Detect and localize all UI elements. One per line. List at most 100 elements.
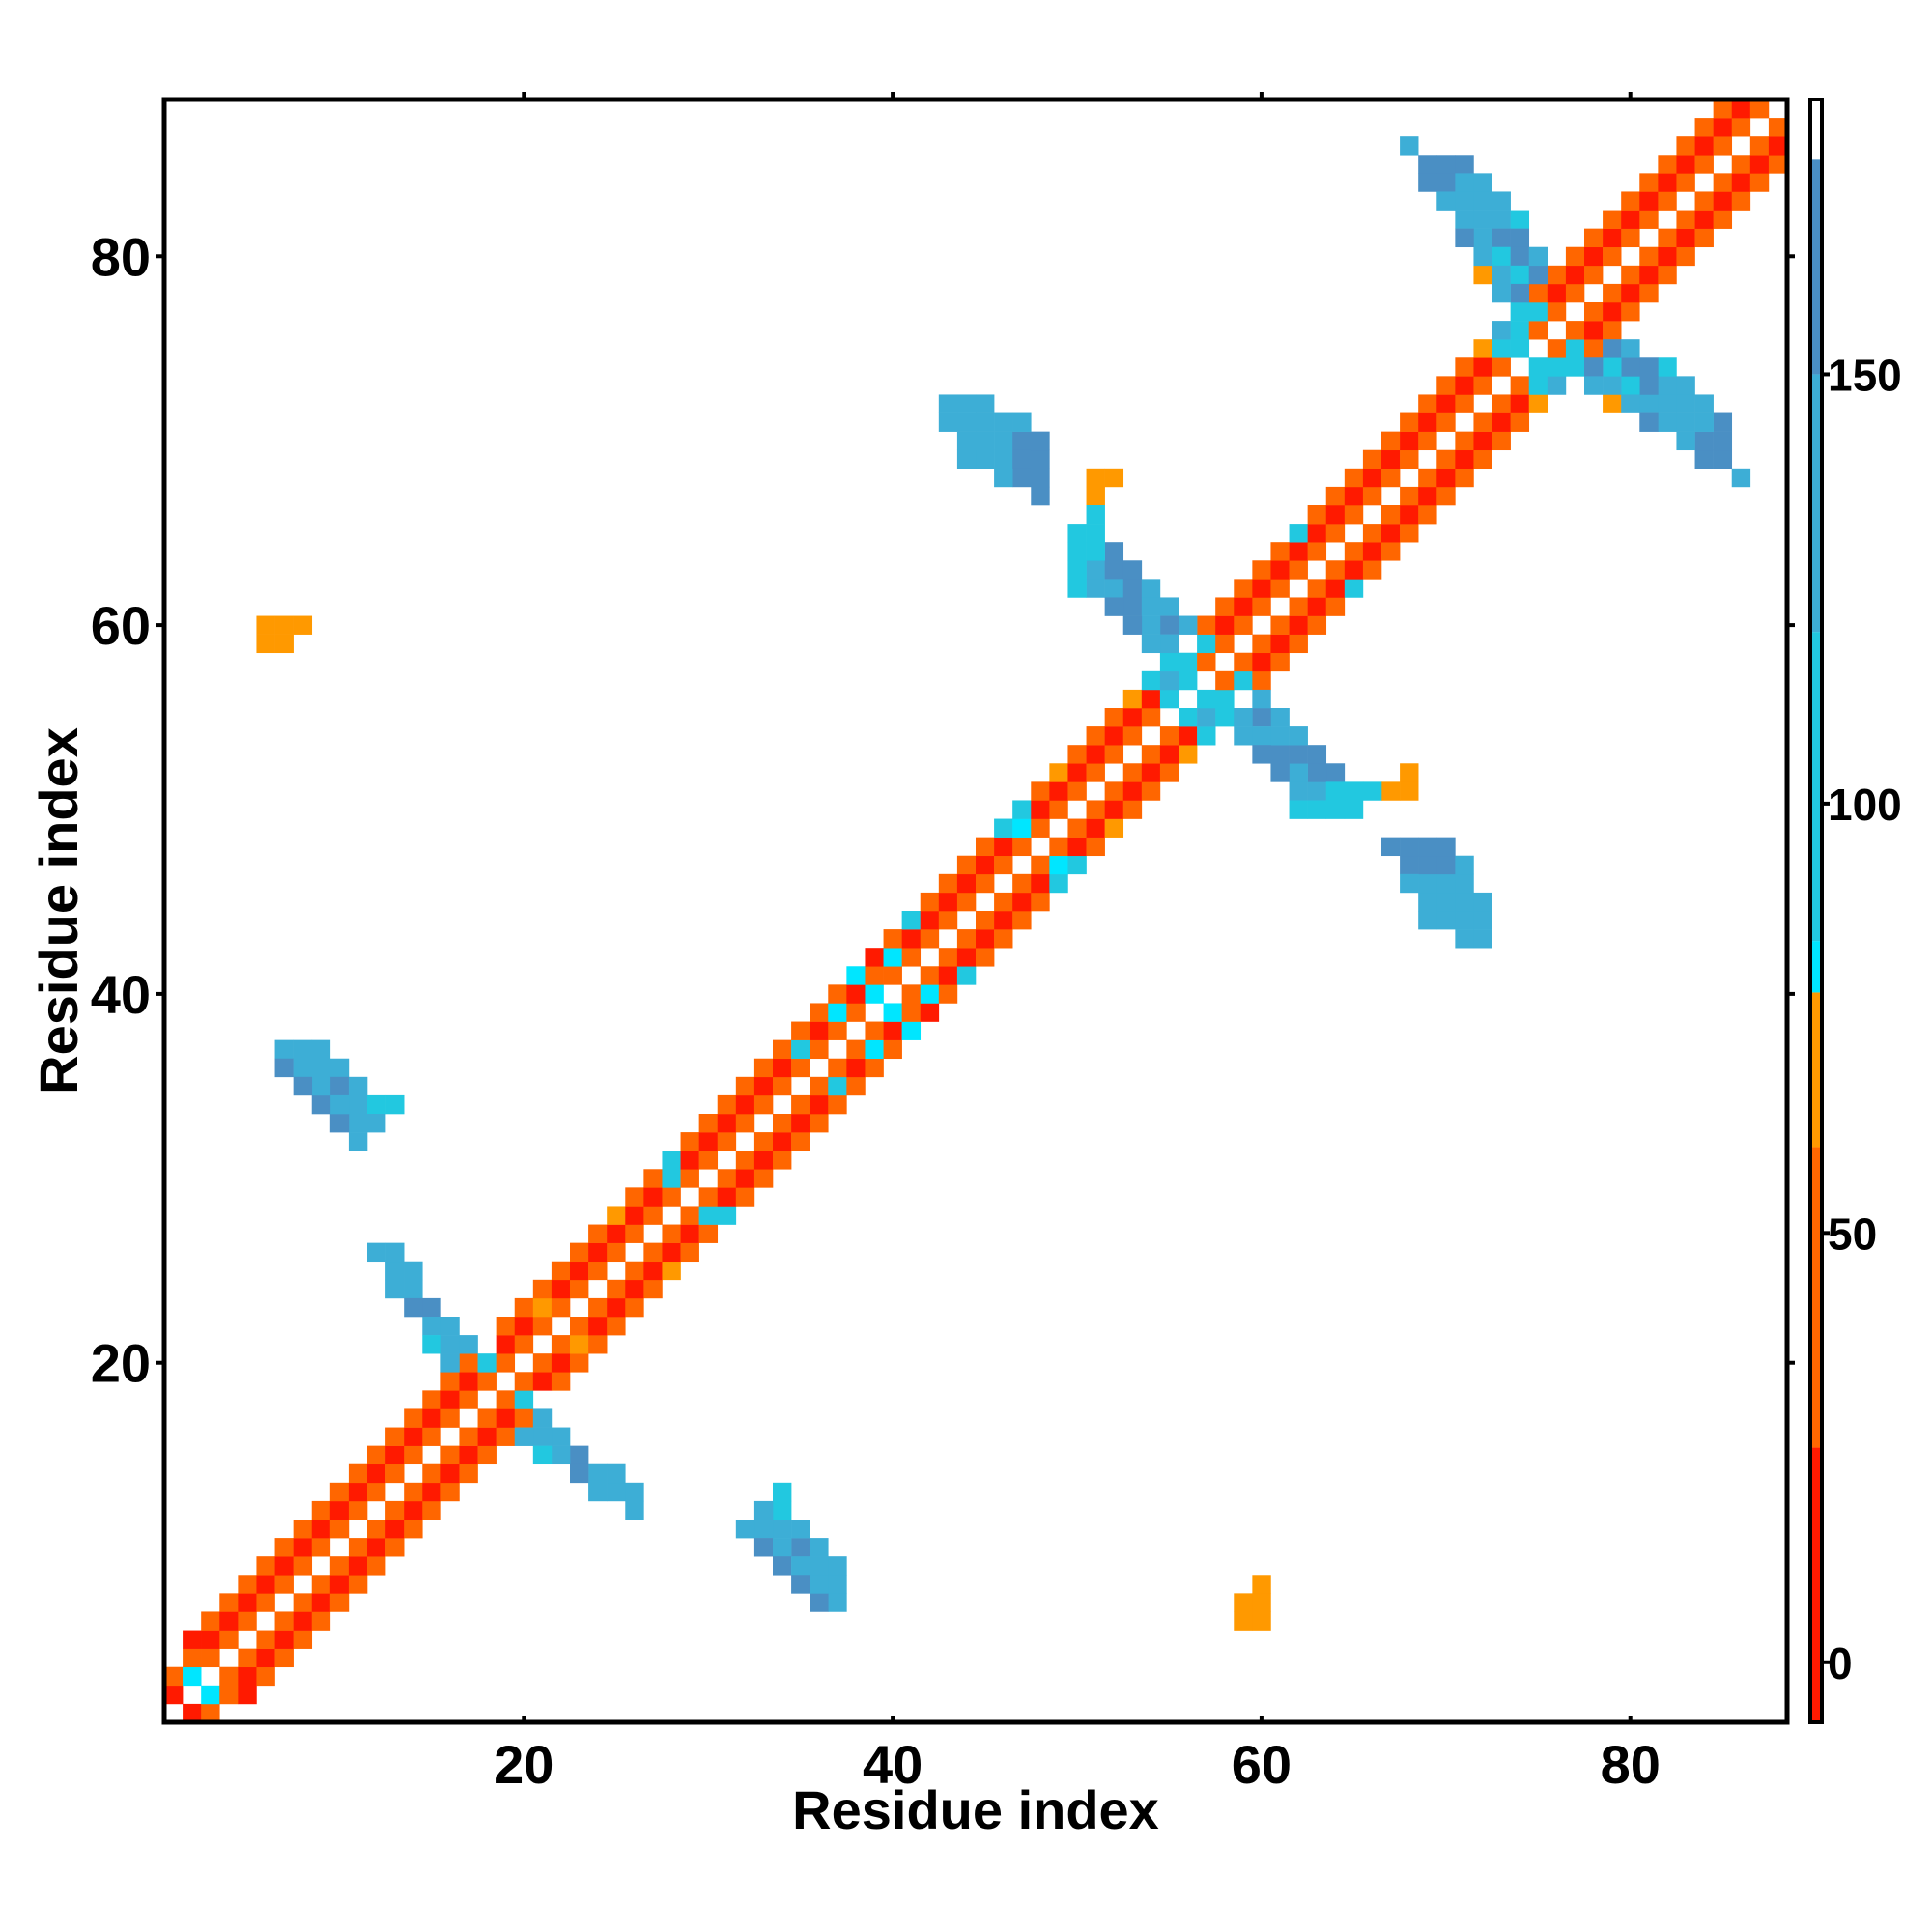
heatmap-cell (717, 1187, 737, 1207)
heatmap-cell (1565, 357, 1585, 377)
heatmap-cell (183, 1630, 202, 1649)
heatmap-cell (643, 1279, 663, 1299)
heatmap-cell (1307, 615, 1327, 635)
heatmap-cell (680, 1169, 699, 1188)
heatmap-cell (1418, 505, 1437, 525)
heatmap-cell (1584, 339, 1604, 358)
heatmap-cell (1159, 597, 1179, 616)
heatmap-cell (1289, 726, 1308, 746)
heatmap-cell (1159, 615, 1179, 635)
heatmap-cell (735, 1151, 755, 1170)
heatmap-cell (1122, 800, 1143, 819)
heatmap-cell (1565, 265, 1585, 285)
heatmap-cell (329, 1520, 350, 1539)
colorbar-band (1810, 941, 1822, 993)
colorbar-tick-label: 50 (1828, 1208, 1877, 1259)
heatmap-cell (1122, 579, 1143, 598)
heatmap-cell (956, 449, 977, 469)
colorbar-tick-label: 150 (1828, 350, 1902, 400)
heatmap-cell (1104, 781, 1124, 801)
heatmap-cell (1547, 376, 1567, 395)
heatmap-cell (810, 1556, 829, 1576)
heatmap-cell (1603, 302, 1622, 322)
heatmap-cell (293, 1538, 313, 1557)
heatmap-cell (956, 412, 977, 432)
heatmap-cell (551, 1427, 571, 1446)
heatmap-cell (1104, 542, 1124, 561)
heatmap-cell (1676, 431, 1695, 451)
heatmap-cell (1492, 246, 1511, 267)
heatmap-cell (532, 1408, 553, 1428)
heatmap-cell (1455, 449, 1474, 469)
colorbar-band (1810, 1147, 1822, 1448)
heatmap-cell (956, 929, 977, 949)
heatmap-cell (1270, 560, 1290, 580)
heatmap-cell (607, 1279, 626, 1299)
heatmap-cell (1325, 560, 1346, 580)
heatmap-cell (680, 1224, 699, 1243)
heatmap-cell (976, 431, 995, 451)
heatmap-cell (1749, 155, 1770, 174)
heatmap-cell (828, 1058, 847, 1078)
heatmap-cell (1510, 283, 1530, 303)
y-tick-label: 80 (91, 226, 151, 287)
heatmap-cell (1547, 339, 1567, 358)
heatmap-cell (1325, 597, 1346, 616)
heatmap-cell (828, 1556, 847, 1576)
heatmap-cell (828, 984, 847, 1004)
heatmap-cell (385, 1520, 405, 1539)
heatmap-cell (588, 1317, 608, 1336)
heatmap-cell (1418, 837, 1437, 857)
heatmap-cell (311, 1611, 331, 1631)
heatmap-cell (311, 1094, 331, 1115)
heatmap-cell (1694, 136, 1714, 156)
heatmap-cell (1252, 689, 1271, 709)
heatmap-cell (440, 1372, 460, 1391)
heatmap-cell (735, 1094, 755, 1115)
heatmap-cell (1234, 1593, 1253, 1612)
heatmap-cell (994, 431, 1013, 451)
heatmap-cell (348, 1094, 368, 1115)
heatmap-cell (496, 1408, 516, 1428)
heatmap-cell (1658, 357, 1677, 377)
heatmap-cell (1676, 246, 1695, 267)
heatmap-cell (422, 1335, 441, 1354)
heatmap-cell (625, 1206, 644, 1225)
heatmap-cell (1603, 283, 1622, 303)
heatmap-cell (1381, 449, 1401, 469)
heatmap-cell (1031, 873, 1050, 894)
heatmap-cell (1768, 118, 1788, 137)
heatmap-cell (662, 1169, 681, 1188)
heatmap-cell (1086, 468, 1105, 488)
heatmap-cell (1510, 376, 1530, 395)
heatmap-cell (404, 1297, 423, 1318)
heatmap-cell (717, 1094, 737, 1115)
heatmap-cell (385, 1094, 405, 1115)
heatmap-cell (348, 1482, 368, 1502)
heatmap-cell (625, 1482, 644, 1502)
heatmap-cell (496, 1317, 516, 1336)
heatmap-cell (329, 1500, 350, 1520)
heatmap-cell (938, 892, 958, 912)
heatmap-cell (1400, 524, 1419, 543)
heatmap-cell (1086, 800, 1105, 819)
heatmap-cell (1676, 155, 1695, 174)
heatmap-cell (901, 948, 922, 967)
heatmap-cell (1694, 228, 1714, 248)
heatmap-cell (1731, 191, 1751, 211)
heatmap-cell (440, 1482, 460, 1502)
heatmap-cell (367, 1114, 386, 1133)
heatmap-cell (1197, 652, 1216, 672)
heatmap-cell (1713, 412, 1733, 432)
heatmap-cell (698, 1187, 719, 1207)
heatmap-cell (367, 1463, 386, 1484)
heatmap-cell (1584, 376, 1604, 395)
heatmap-cell (1012, 892, 1032, 912)
heatmap-cell (828, 1575, 847, 1594)
heatmap-cell (1603, 228, 1622, 248)
heatmap-cell (551, 1372, 571, 1391)
heatmap-cell (1418, 873, 1437, 894)
heatmap-cell (532, 1353, 553, 1373)
heatmap-cell (920, 966, 940, 985)
heatmap-cell (1436, 486, 1456, 506)
